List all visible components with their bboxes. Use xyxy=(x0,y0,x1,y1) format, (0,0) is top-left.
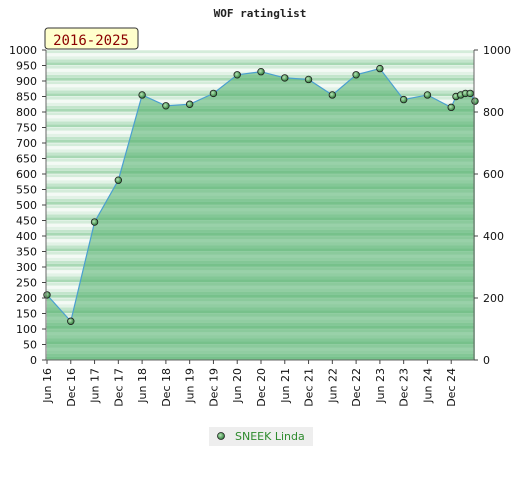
left-tick-label: 200 xyxy=(16,292,37,305)
left-tick-label: 100 xyxy=(16,323,37,336)
right-tick-label: 800 xyxy=(483,106,504,119)
background-band xyxy=(46,56,474,60)
period-badge: 2016-2025 xyxy=(44,27,139,50)
left-tick-label: 800 xyxy=(16,106,37,119)
background-band xyxy=(46,59,474,63)
data-point xyxy=(162,102,170,110)
left-tick-label: 250 xyxy=(16,277,37,290)
data-point xyxy=(376,64,384,73)
data-point xyxy=(328,91,337,99)
x-tick-label: Dec 17 xyxy=(112,368,125,407)
left-tick-label: 1000 xyxy=(9,44,37,57)
data-point xyxy=(471,97,479,105)
data-point xyxy=(90,218,99,226)
x-tick-label: Jun 21 xyxy=(279,368,292,404)
left-tick-label: 150 xyxy=(16,308,37,321)
x-tick-label: Jun 17 xyxy=(89,368,102,404)
background-band xyxy=(46,50,474,54)
left-tick-label: 0 xyxy=(30,354,37,367)
legend: SNEEK Linda xyxy=(209,427,313,446)
data-point xyxy=(43,291,51,299)
x-tick-label: Dec 20 xyxy=(255,368,268,407)
legend-label: SNEEK Linda xyxy=(235,430,305,443)
data-point xyxy=(257,67,265,76)
right-tick-label: 200 xyxy=(483,292,504,305)
left-tick-label: 900 xyxy=(16,75,37,88)
left-tick-label: 550 xyxy=(16,184,37,197)
x-tick-label: Dec 19 xyxy=(207,368,220,407)
left-tick-label: 500 xyxy=(16,199,37,212)
x-tick-label: Jun 20 xyxy=(231,368,244,404)
data-point xyxy=(281,74,289,82)
left-tick-label: 400 xyxy=(16,230,37,243)
left-tick-label: 300 xyxy=(16,261,37,274)
data-point xyxy=(423,91,432,99)
x-tick-label: Jun 23 xyxy=(374,368,387,404)
x-tick-label: Dec 23 xyxy=(398,368,411,407)
data-point xyxy=(233,71,241,79)
x-tick-label: Jun 16 xyxy=(41,368,54,404)
period-label: 2016-2025 xyxy=(53,33,129,49)
data-point xyxy=(352,71,360,79)
left-tick-label: 600 xyxy=(16,168,37,181)
x-tick-label: Dec 16 xyxy=(65,368,78,407)
right-tick-label: 0 xyxy=(483,354,490,367)
data-point xyxy=(185,100,194,108)
right-tick-label: 1000 xyxy=(483,44,511,57)
data-point xyxy=(399,95,408,104)
legend-marker xyxy=(217,432,225,440)
x-tick-label: Jun 19 xyxy=(184,368,197,404)
x-tick-label: Jun 18 xyxy=(136,368,149,404)
x-tick-label: Dec 22 xyxy=(350,368,363,407)
x-tick-label: Jun 22 xyxy=(326,368,339,404)
right-tick-label: 600 xyxy=(483,168,504,181)
x-tick-label: Dec 24 xyxy=(445,368,458,407)
background-band xyxy=(46,53,474,57)
x-tick-label: Jun 24 xyxy=(421,368,434,404)
data-point xyxy=(447,103,455,112)
right-tick-label: 400 xyxy=(483,230,504,243)
data-point xyxy=(209,89,218,98)
data-point xyxy=(67,317,75,325)
series-area xyxy=(47,68,475,360)
data-point xyxy=(466,89,474,98)
x-tick-label: Dec 18 xyxy=(160,368,173,407)
left-tick-label: 700 xyxy=(16,137,37,150)
chart-title: WOF ratinglist xyxy=(214,7,307,20)
background-band xyxy=(46,65,474,69)
left-tick-label: 650 xyxy=(16,153,37,166)
left-tick-label: 350 xyxy=(16,246,37,259)
left-tick-label: 750 xyxy=(16,122,37,135)
x-tick-label: Dec 21 xyxy=(303,368,316,407)
left-tick-label: 50 xyxy=(23,339,37,352)
data-point xyxy=(114,176,123,184)
left-tick-label: 850 xyxy=(16,91,37,104)
left-tick-label: 450 xyxy=(16,215,37,228)
data-point xyxy=(304,75,313,84)
data-point xyxy=(138,91,146,99)
left-tick-label: 950 xyxy=(16,60,37,73)
background-band xyxy=(46,62,474,66)
